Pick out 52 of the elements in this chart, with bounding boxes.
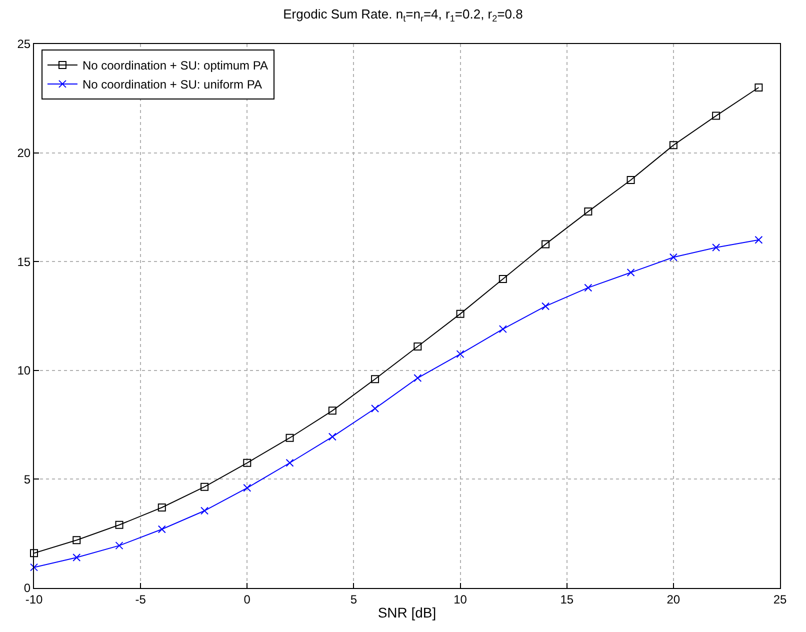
point: [371, 375, 380, 384]
point: [30, 563, 38, 572]
point: [414, 342, 422, 350]
point: [456, 310, 464, 318]
point: [328, 406, 336, 415]
point: [669, 253, 678, 262]
point: [286, 458, 294, 467]
point: [158, 503, 166, 512]
x-axis-title: SNR [dB]: [378, 604, 436, 621]
x-tick-label: 15: [560, 592, 574, 606]
point: [115, 542, 124, 550]
point: [712, 243, 720, 252]
point: [200, 506, 209, 515]
point: [712, 112, 720, 120]
y-tick-label: 20: [17, 146, 31, 160]
point: [754, 84, 763, 92]
point: [328, 432, 336, 441]
point: [498, 275, 507, 284]
point: [371, 404, 380, 412]
point: [584, 208, 592, 216]
legend-label: No coordination + SU: uniform PA: [82, 78, 262, 92]
point: [243, 484, 252, 492]
point: [584, 284, 592, 292]
point: [626, 268, 635, 276]
y-tick-label: 15: [17, 254, 31, 269]
legend-label: No coordination + SU: optimum PA: [82, 58, 268, 73]
point: [498, 325, 507, 334]
x-tick-label: 20: [666, 592, 680, 606]
y-tick-label: 25: [17, 37, 31, 52]
y-tick-label: 5: [24, 472, 31, 486]
x-tick-label: -5: [135, 592, 146, 606]
point: [626, 176, 635, 184]
point: [200, 482, 209, 491]
point: [30, 549, 38, 558]
x-tick-label: 25: [773, 592, 787, 606]
x-tick-label: 0: [244, 592, 251, 606]
point: [754, 236, 763, 244]
point: [286, 434, 294, 442]
point: [542, 302, 550, 310]
point: [456, 350, 464, 358]
point: [542, 240, 550, 248]
point: [414, 374, 422, 382]
y-tick-label: 10: [17, 364, 31, 378]
point: [158, 525, 166, 534]
point: [669, 141, 678, 150]
point: [243, 458, 252, 467]
point: [72, 554, 81, 562]
x-tick-label: 10: [454, 592, 468, 606]
chart-title: Ergodic Sum Rate. n$_{t}$=n$_{r}$=4, r$_{1}$=0.2, r$_{2}$=0.8: [283, 6, 523, 24]
point: [115, 520, 124, 529]
point: [72, 536, 81, 544]
x-tick-label: 5: [350, 592, 358, 606]
